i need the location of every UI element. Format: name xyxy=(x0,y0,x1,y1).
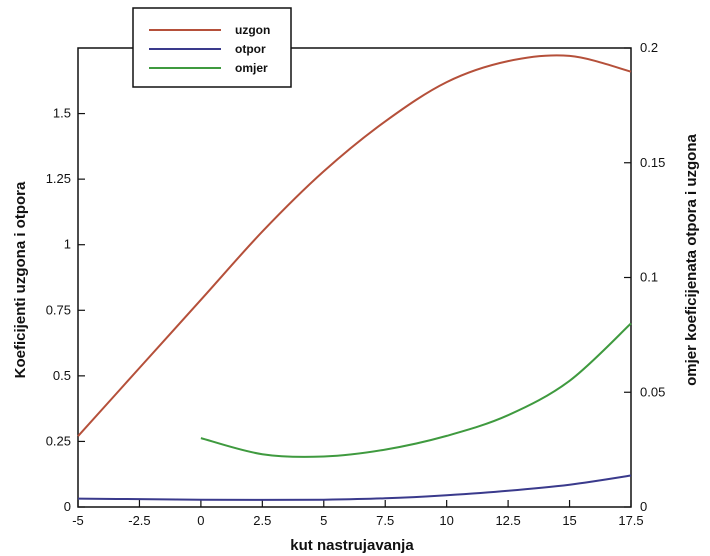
legend-label-otpor: otpor xyxy=(235,42,266,56)
x-tick-label: -2.5 xyxy=(128,513,150,528)
plot-area xyxy=(77,47,632,508)
y-left-tick-label: 0.75 xyxy=(46,302,71,317)
left-y-axis-title: Koeficijenti uzgona i otpora xyxy=(12,181,29,378)
x-tick-label: 17.5 xyxy=(618,513,643,528)
series-line-uzgon xyxy=(77,54,632,437)
series-line-omjer xyxy=(200,322,632,458)
y-right-tick-label: 0.05 xyxy=(640,384,665,399)
legend-label-uzgon: uzgon xyxy=(235,23,270,37)
legend-label-omjer: omjer xyxy=(235,61,268,75)
x-axis-title: kut nastrujavanja xyxy=(290,537,414,554)
x-tick-label: -5 xyxy=(72,513,84,528)
series-lines xyxy=(77,54,632,501)
right-y-axis-title: omjer koeficijenata otpora i uzgona xyxy=(683,133,700,385)
x-tick-label: 2.5 xyxy=(253,513,271,528)
legend-box xyxy=(132,7,292,88)
x-axis: -5 -2.5 0 2.5 5 7.5 10 12.5 15 17.5 xyxy=(72,500,644,528)
x-tick-label: 7.5 xyxy=(376,513,394,528)
series-line-otpor xyxy=(77,474,632,501)
y-right-tick-label: 0.15 xyxy=(640,155,665,170)
y-left-tick-label: 1 xyxy=(64,237,71,252)
y-left-tick-label: 1.25 xyxy=(46,171,71,186)
x-tick-label: 10 xyxy=(439,513,453,528)
legend: uzgon otpor omjer xyxy=(132,7,292,88)
right-y-axis: 0 0.05 0.1 0.15 0.2 xyxy=(624,40,665,514)
x-tick-label: 12.5 xyxy=(495,513,520,528)
y-right-tick-label: 0 xyxy=(640,499,647,514)
y-right-tick-label: 0.1 xyxy=(640,270,658,285)
y-left-tick-label: 0.5 xyxy=(53,368,71,383)
y-right-tick-label: 0.2 xyxy=(640,40,658,55)
x-tick-label: 15 xyxy=(562,513,576,528)
y-left-tick-label: 0.25 xyxy=(46,433,71,448)
y-left-tick-label: 1.5 xyxy=(53,106,71,121)
x-tick-label: 5 xyxy=(320,513,327,528)
plot-border xyxy=(77,47,632,508)
left-y-axis: 0 0.25 0.5 0.75 1 1.25 1.5 xyxy=(46,106,85,514)
y-left-tick-label: 0 xyxy=(64,499,71,514)
x-tick-label: 0 xyxy=(197,513,204,528)
